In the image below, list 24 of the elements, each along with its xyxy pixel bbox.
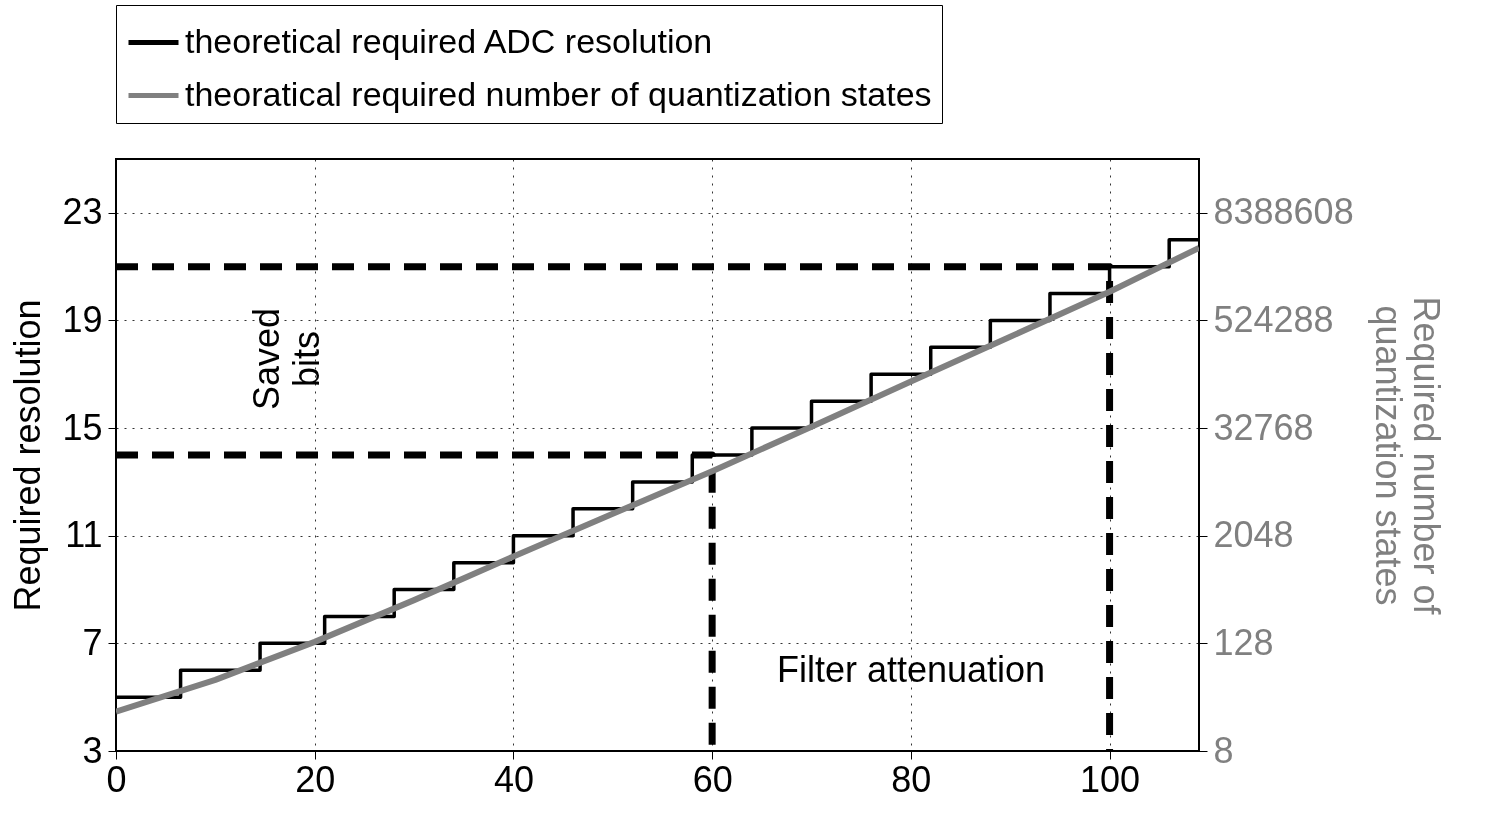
y-tick-label: 23 — [62, 191, 103, 233]
x-tick-label: 20 — [295, 758, 336, 800]
y-tick-label: 15 — [62, 406, 103, 448]
y2-tick-label: 524288 — [1213, 298, 1334, 340]
y-axis-title: Required resolution — [7, 299, 49, 612]
y2-tick-label: 128 — [1213, 621, 1274, 663]
annotation: Saved bits — [246, 307, 327, 411]
x-tick-label: 40 — [493, 758, 534, 800]
y2-tick-label: 32768 — [1213, 406, 1314, 448]
y-tick-label: 11 — [65, 514, 103, 556]
x-tick-label: 0 — [106, 758, 127, 800]
legend-label: theoratical required number of quantization states — [185, 74, 932, 113]
y-tick-label: 7 — [82, 621, 103, 663]
y2-tick-label: 8388608 — [1213, 191, 1354, 233]
y2-tick-label: 2048 — [1213, 514, 1294, 556]
x-tick-label: 100 — [1080, 758, 1141, 800]
legend-label: theoretical required ADC resolution — [185, 21, 713, 60]
y-tick-label: 19 — [62, 298, 103, 340]
y2-tick-label: 8 — [1213, 729, 1234, 771]
y-tick-label: 3 — [82, 729, 103, 771]
x-tick-label: 60 — [692, 758, 733, 800]
annotation: Filter attenuation — [776, 649, 1046, 690]
x-tick-label: 80 — [891, 758, 932, 800]
y2-axis-title: Required number of quantization states — [1367, 296, 1447, 616]
